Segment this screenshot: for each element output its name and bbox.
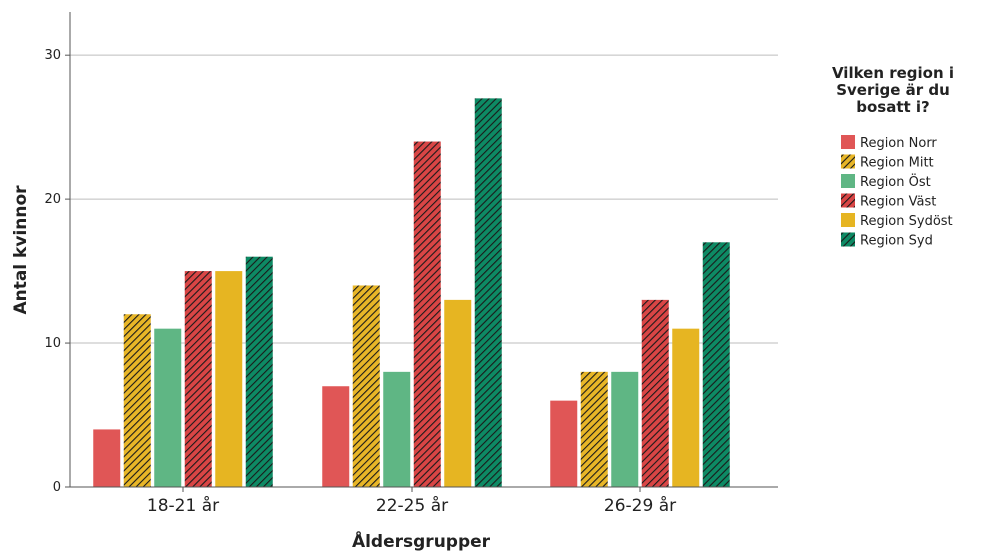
legend-item-label: Region Norr [860,136,937,151]
legend-swatch [841,154,855,169]
bar [383,371,411,487]
x-tick-label: 18-21 år [147,495,219,516]
y-tick-label: 10 [44,336,61,351]
legend-item-label: Region Sydöst [860,214,953,229]
y-tick-label: 0 [53,480,61,495]
legend-item-label: Region Väst [860,195,936,210]
y-axis-title: Antal kvinnor [11,185,31,315]
legend-title-line: Vilken region i [832,64,954,82]
bar [550,400,578,487]
bar [641,299,669,487]
x-axis-title: Åldersgrupper [352,529,491,552]
legend-swatch [841,193,855,208]
bar [123,314,151,487]
y-tick-label: 30 [44,48,61,63]
bar [474,98,502,487]
bar [580,371,608,487]
bar [611,371,639,487]
legend-swatch [841,213,855,227]
bar [322,386,350,487]
bar [184,271,212,487]
legend-title-line: bosatt i? [856,98,930,116]
axes: 0 10 20 30 18-21 år 22-25 år 26-29 år [44,12,778,516]
legend-item-label: Region Mitt [860,156,934,171]
x-tick-label: 26-29 år [604,495,676,516]
bar [413,141,441,487]
bar [215,271,243,487]
bar [702,242,730,487]
x-tick-label: 22-25 år [376,495,448,516]
legend-item-label: Region Öst [860,173,931,190]
legend-swatch [841,174,855,188]
bar [352,285,380,487]
bar [672,328,700,487]
legend-swatch [841,232,855,247]
legend-title-line: Sverige är du [836,81,950,99]
legend-swatch [841,135,855,149]
bar [154,328,182,487]
bar [93,429,121,487]
legend-item-label: Region Syd [860,234,933,249]
y-tick-label: 20 [44,192,61,207]
bar [245,256,273,487]
bar [444,299,472,487]
bars [93,98,730,487]
